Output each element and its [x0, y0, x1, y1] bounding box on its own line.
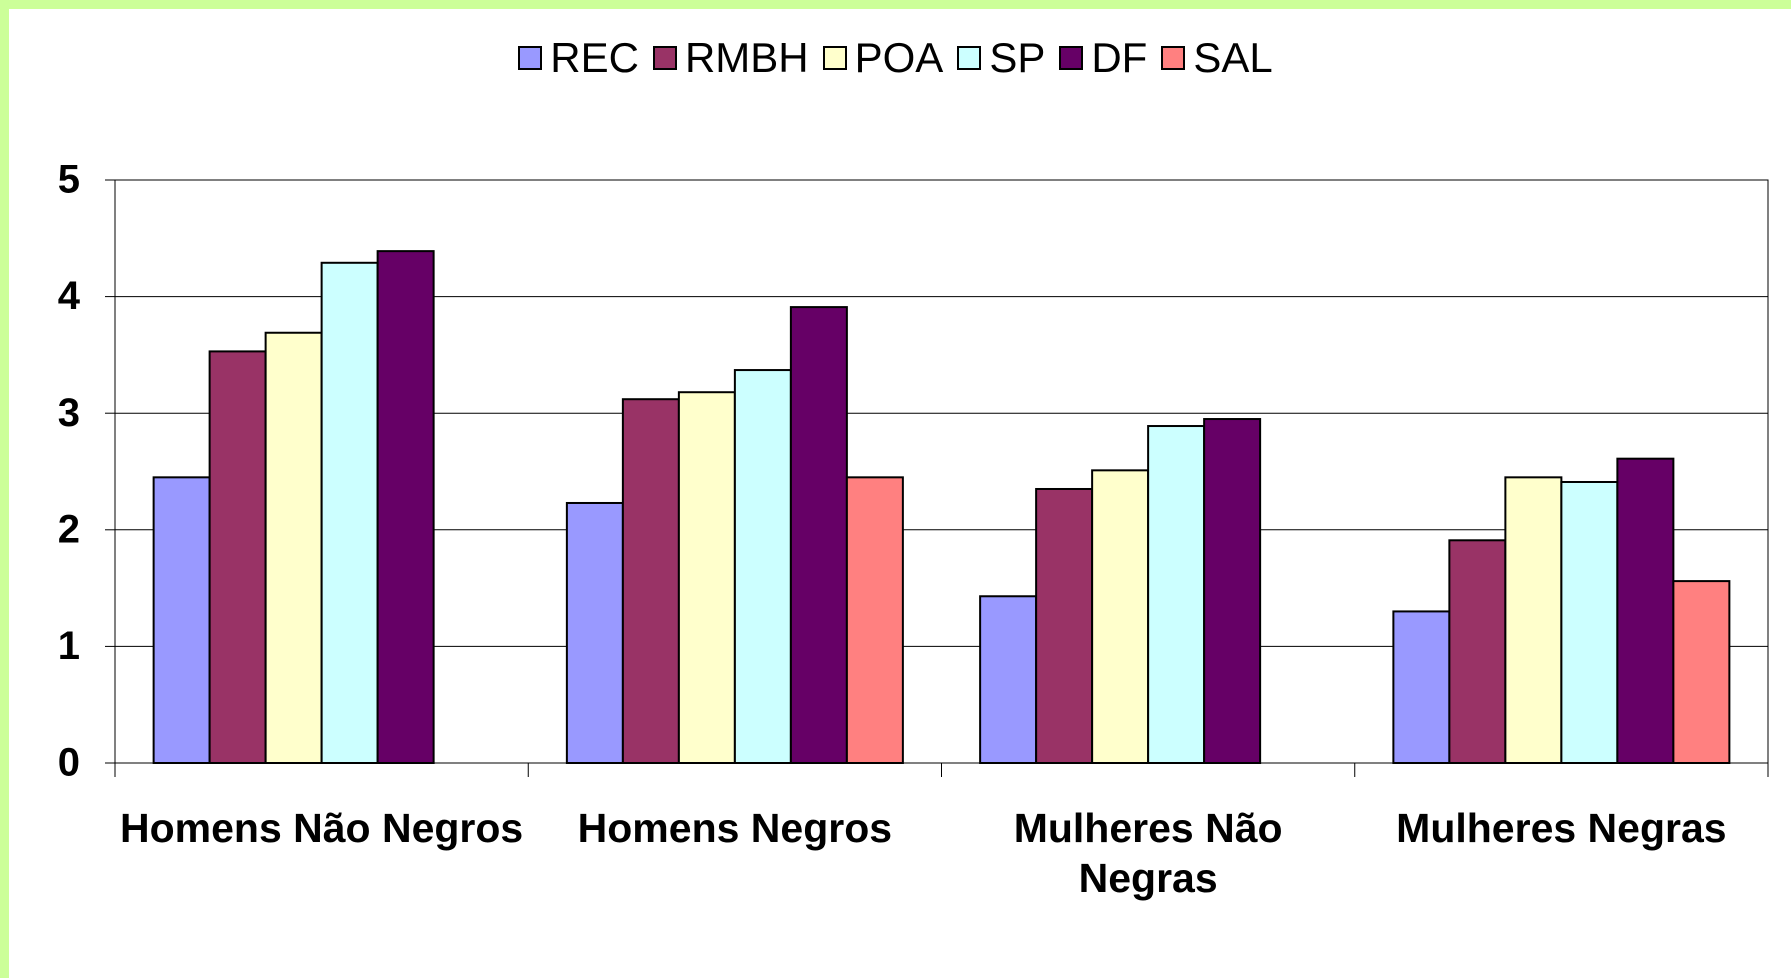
- legend-label: SP: [989, 34, 1046, 81]
- legend-label: DF: [1091, 34, 1148, 81]
- bar: [376, 250, 435, 764]
- legend-swatch: [957, 46, 982, 70]
- bar: [1560, 480, 1619, 764]
- bar: [979, 595, 1038, 765]
- legend-label: SAL: [1193, 34, 1273, 81]
- bar: [845, 476, 904, 764]
- bar: [208, 350, 267, 764]
- bar: [1448, 539, 1507, 764]
- legend-item: DF: [1059, 34, 1147, 82]
- bar: [1035, 487, 1094, 764]
- y-tick-label: 5: [58, 158, 80, 202]
- bar: [320, 261, 379, 764]
- bar: [733, 369, 792, 764]
- bar: [621, 398, 680, 764]
- legend-label: POA: [854, 34, 944, 81]
- legend-item: SP: [957, 34, 1045, 82]
- bar: [152, 476, 211, 764]
- bar: [1147, 425, 1206, 764]
- bar: [789, 306, 848, 764]
- bar: [677, 391, 736, 764]
- bar: [1672, 580, 1731, 764]
- bar: [264, 331, 323, 764]
- y-tick-label: 1: [58, 624, 80, 668]
- x-tick-label: Homens Não Negros: [119, 805, 524, 851]
- legend-item: REC: [518, 34, 639, 82]
- legend-swatch: [652, 46, 677, 70]
- bar: [1091, 469, 1150, 764]
- legend-swatch: [518, 46, 543, 70]
- legend-item: POA: [822, 34, 944, 82]
- legend-item: SAL: [1161, 34, 1273, 82]
- bar: [1392, 610, 1451, 764]
- legend-swatch: [822, 46, 847, 70]
- legend-label: RMBH: [684, 34, 809, 81]
- y-tick-label: 0: [58, 741, 80, 785]
- bar: [1203, 418, 1262, 764]
- x-tick-label: Homens Negros: [577, 805, 893, 851]
- x-tick-label: Mulheres Negras: [1396, 805, 1727, 851]
- bar: [565, 501, 624, 764]
- legend-swatch: [1059, 46, 1084, 70]
- legend: REC RMBH POA SP DF SAL: [0, 34, 1791, 82]
- y-tick-label: 3: [58, 391, 80, 435]
- x-tick-label: Mulheres Não Negras: [1013, 805, 1283, 901]
- bar: [1504, 476, 1563, 764]
- bar: [1616, 457, 1675, 764]
- legend-swatch: [1161, 46, 1186, 70]
- legend-label: REC: [550, 34, 639, 81]
- y-tick-label: 4: [58, 274, 81, 318]
- y-tick-label: 2: [58, 507, 80, 551]
- legend-item: RMBH: [652, 34, 809, 82]
